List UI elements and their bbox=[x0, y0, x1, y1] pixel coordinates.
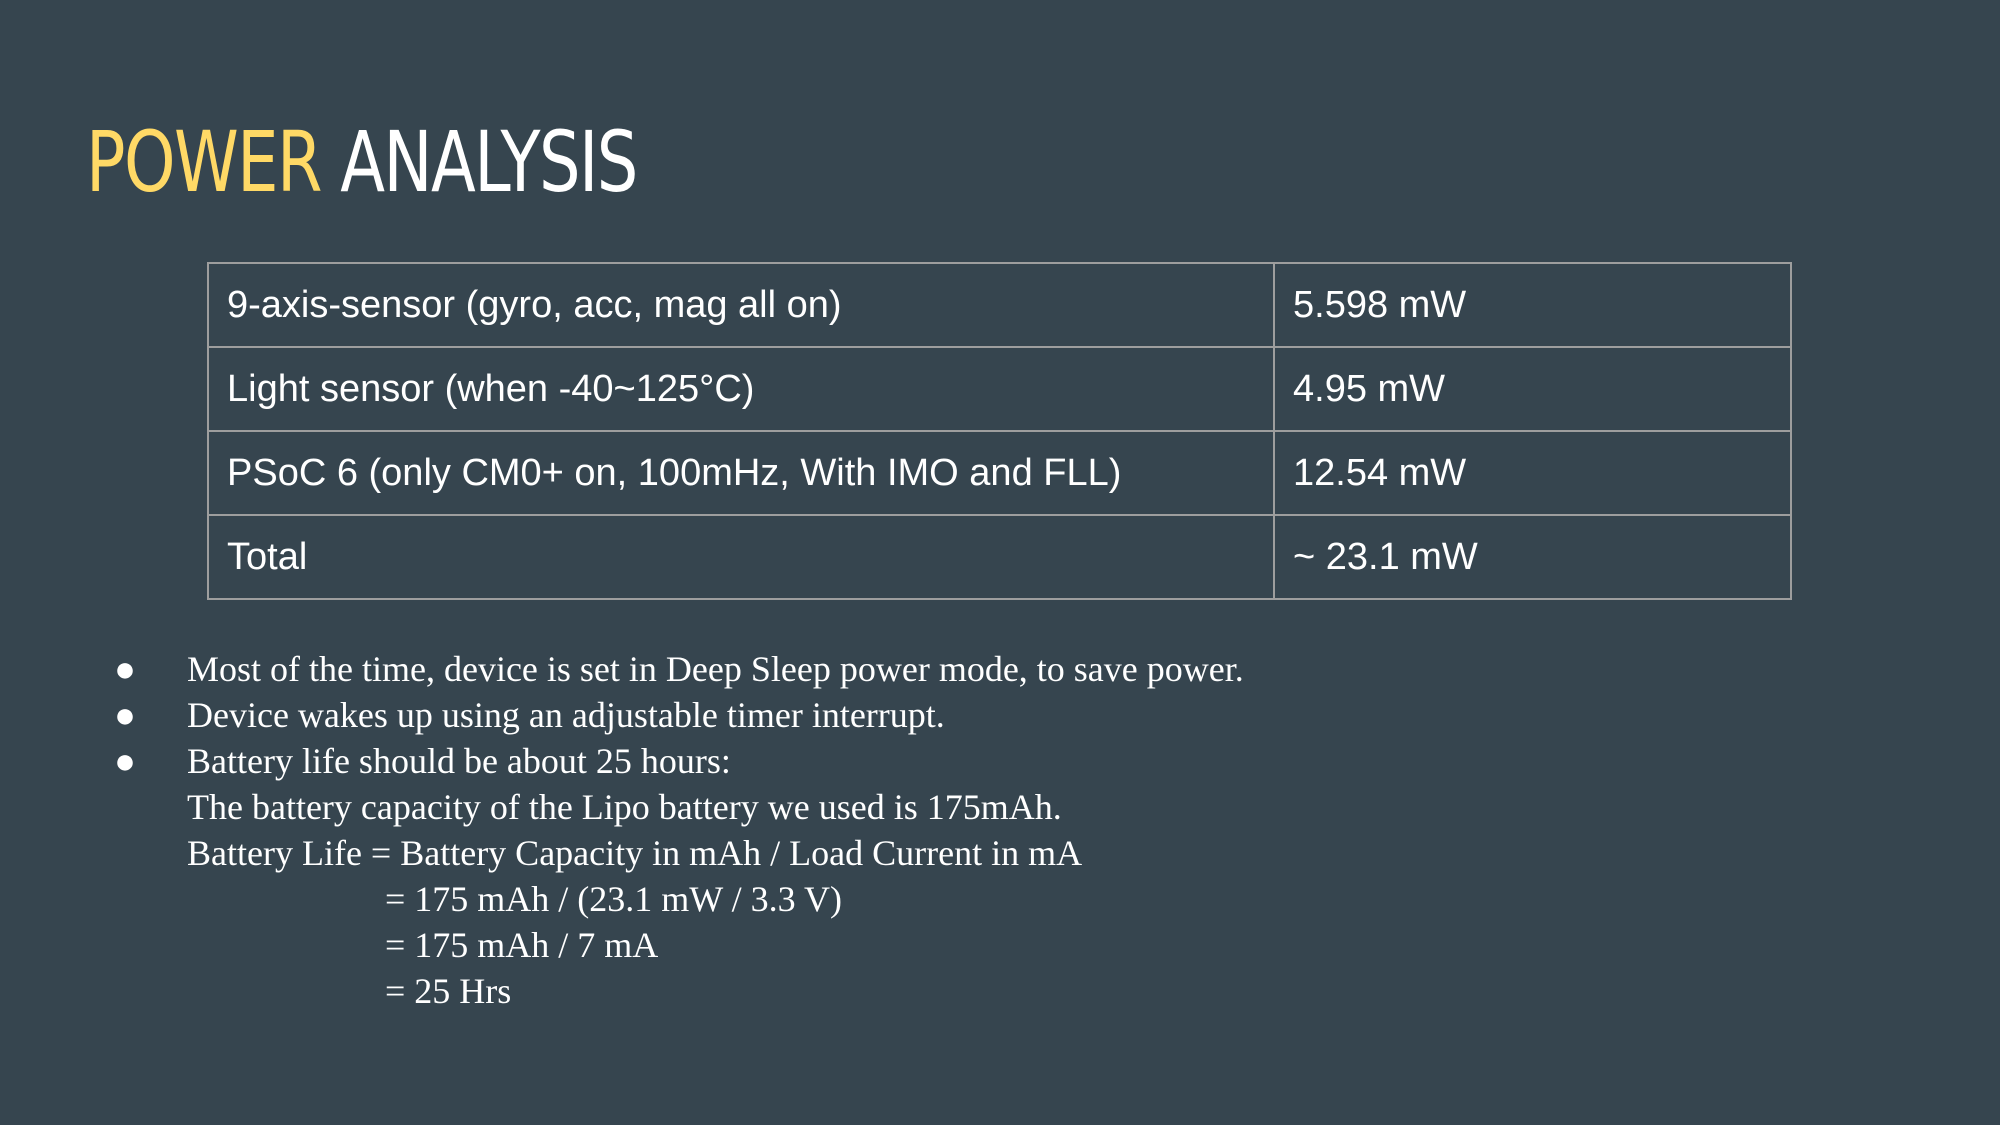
title-main: ANALYSIS bbox=[340, 113, 638, 211]
list-item: ● Most of the time, device is set in Dee… bbox=[0, 646, 2000, 692]
slide-title: POWER ANALYSIS bbox=[86, 106, 638, 218]
battery-capacity-text: The battery capacity of the Lipo battery… bbox=[187, 787, 1062, 827]
bullet-icon: ● bbox=[114, 741, 136, 781]
title-accent: POWER bbox=[86, 113, 323, 211]
bullet-text: Battery life should be about 25 hours: bbox=[187, 741, 731, 781]
component-cell: Light sensor (when -40~125°C) bbox=[207, 346, 1275, 432]
power-cell: 4.95 mW bbox=[1273, 346, 1792, 432]
component-cell: 9-axis-sensor (gyro, acc, mag all on) bbox=[207, 262, 1275, 348]
list-item: ● Device wakes up using an adjustable ti… bbox=[0, 692, 2000, 738]
calculation-step: = 175 mAh / (23.1 mW / 3.3 V) bbox=[385, 879, 842, 919]
notes-list: ● Most of the time, device is set in Dee… bbox=[0, 646, 2000, 1014]
power-cell: 5.598 mW bbox=[1273, 262, 1792, 348]
list-item: ● Battery life should be about 25 hours: bbox=[0, 738, 2000, 784]
power-cell: ~ 23.1 mW bbox=[1273, 514, 1792, 600]
table-row-total: Total ~ 23.1 mW bbox=[207, 514, 1792, 600]
component-cell: Total bbox=[207, 514, 1275, 600]
bullet-icon: ● bbox=[114, 649, 136, 689]
component-cell: PSoC 6 (only CM0+ on, 100mHz, With IMO a… bbox=[207, 430, 1275, 516]
bullet-icon: ● bbox=[114, 695, 136, 735]
calculation-result: = 25 Hrs bbox=[385, 971, 512, 1011]
power-cell: 12.54 mW bbox=[1273, 430, 1792, 516]
bullet-text: Device wakes up using an adjustable time… bbox=[187, 695, 945, 735]
power-table: 9-axis-sensor (gyro, acc, mag all on) 5.… bbox=[207, 262, 1792, 600]
table-row: 9-axis-sensor (gyro, acc, mag all on) 5.… bbox=[207, 262, 1792, 348]
battery-life-formula: Battery Life = Battery Capacity in mAh /… bbox=[187, 833, 1083, 873]
calculation-step: = 175 mAh / 7 mA bbox=[385, 925, 659, 965]
table-row: Light sensor (when -40~125°C) 4.95 mW bbox=[207, 346, 1792, 432]
bullet-text: Most of the time, device is set in Deep … bbox=[187, 649, 1244, 689]
table-row: PSoC 6 (only CM0+ on, 100mHz, With IMO a… bbox=[207, 430, 1792, 516]
